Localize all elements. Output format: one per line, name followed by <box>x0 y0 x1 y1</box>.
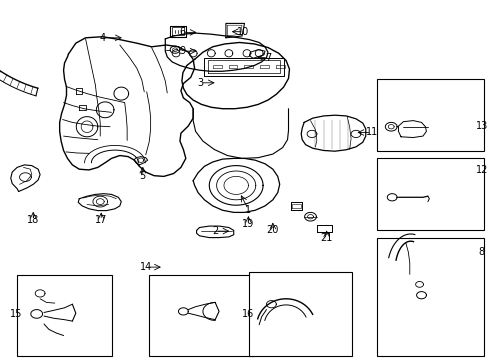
Text: 13: 13 <box>474 121 487 131</box>
Bar <box>17 275 112 356</box>
Text: 17: 17 <box>95 215 107 225</box>
Text: 9: 9 <box>180 46 185 56</box>
Text: 2: 2 <box>212 226 218 236</box>
Text: 6: 6 <box>180 27 185 37</box>
Bar <box>376 79 483 151</box>
Bar <box>149 275 254 356</box>
Text: 19: 19 <box>242 219 254 229</box>
Bar <box>249 272 351 356</box>
Text: 10: 10 <box>237 27 249 37</box>
Text: 20: 20 <box>266 225 279 235</box>
Text: 1: 1 <box>245 204 251 215</box>
Text: 18: 18 <box>27 215 40 225</box>
Text: 7: 7 <box>264 53 270 63</box>
Bar <box>376 158 483 230</box>
Text: 11: 11 <box>365 127 377 138</box>
Text: 4: 4 <box>100 33 105 43</box>
Text: 8: 8 <box>478 247 484 257</box>
Text: 5: 5 <box>140 171 145 181</box>
Text: 16: 16 <box>242 309 254 319</box>
Text: 3: 3 <box>197 78 203 88</box>
Text: 14: 14 <box>139 262 152 272</box>
Bar <box>376 238 483 356</box>
Text: 15: 15 <box>9 309 22 319</box>
Text: 12: 12 <box>474 165 487 175</box>
Text: 21: 21 <box>320 233 332 243</box>
